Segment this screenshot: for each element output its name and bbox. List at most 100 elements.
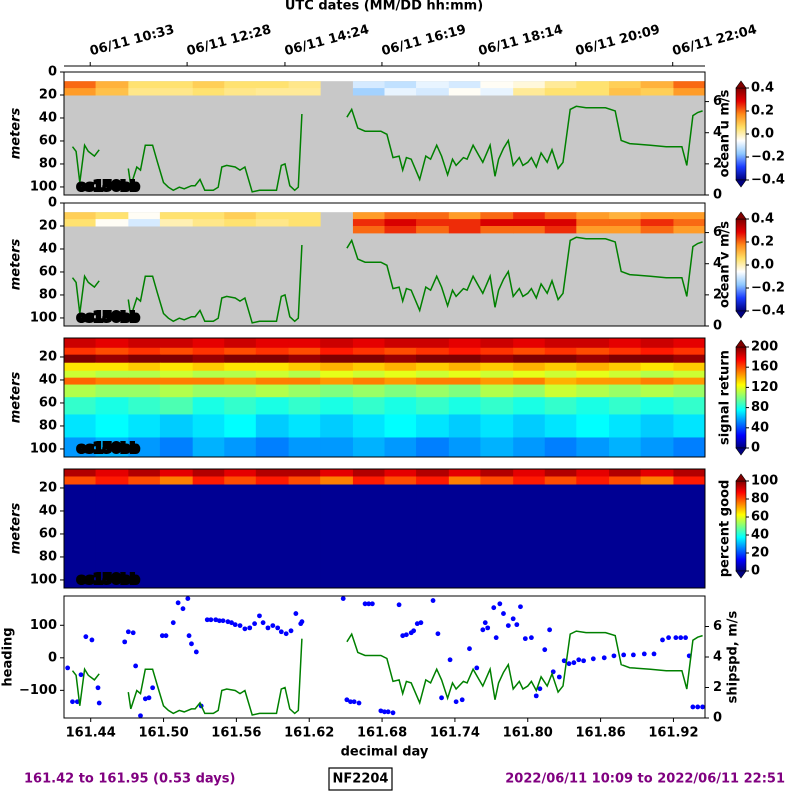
heading-point [528,635,534,641]
heatmap-cell [95,212,129,220]
y2-axis-label: shipspd, m/s [726,610,741,703]
heatmap-cell [288,414,321,438]
heatmap-cell [320,414,354,438]
heatmap-cell [192,437,225,457]
heatmap-cell [288,354,321,364]
heatmap-cell [352,338,385,349]
ship-speed-line [71,630,703,716]
heatmap-cell [64,397,97,415]
heading-point [439,695,444,701]
heading-point [630,652,636,658]
heatmap-cell [192,370,225,379]
heatmap-cell [128,212,161,220]
heatmap-cell [609,377,642,386]
heatmap-cell [673,397,705,415]
heatmap-cell [95,362,129,372]
plot-area [64,81,705,195]
heatmap-cell [384,338,417,349]
heatmap-cell [64,370,97,379]
y2-tick-label: 4 [713,650,722,665]
heatmap-cell [128,484,161,588]
heatmap-cell [384,219,417,227]
heatmap-cell [480,414,514,438]
heatmap-cell [513,347,546,356]
heatmap-cell [255,212,290,220]
heatmap-cell [673,437,705,457]
heatmap-cell [384,81,417,89]
heatmap-cell [576,469,610,477]
heatmap-cell [544,362,577,372]
heatmap-cell [640,88,674,96]
heatmap-cell [416,338,450,349]
heading-point [430,598,436,603]
colorbar-tick-label: 0.2 [751,235,774,250]
heatmap-cell [128,476,161,486]
heatmap-cell [544,212,577,220]
heading-point [385,709,391,715]
heatmap-cell [352,437,385,457]
heatmap-cell [224,354,257,364]
heatmap-cell [159,212,194,220]
heading-point [514,622,520,628]
heatmap-cell [288,384,321,398]
heatmap-cell [159,414,194,438]
heatmap-cell [640,81,674,89]
y-tick-label: 20 [39,87,57,102]
heatmap-cell [544,354,577,364]
heatmap-cell [64,88,97,96]
heading-point [170,620,176,626]
heatmap-cell [448,88,481,96]
heading-point [193,649,199,655]
heatmap-cell [159,484,194,588]
heatmap-cell [416,414,450,438]
y2-tick-label: 2 [713,156,722,171]
heading-point [283,631,289,637]
heatmap-cell [384,437,417,457]
heading-point [566,661,572,667]
heatmap-cell [64,469,97,477]
heading-point [142,696,148,702]
heading-point [611,653,617,659]
heatmap-cell [513,370,546,379]
colorbar-tick-label: 60 [751,510,769,525]
heading-point [576,657,582,663]
heading-point [482,620,488,626]
heatmap-cell [448,212,481,220]
cruise-box [328,767,393,791]
instrument-label: os150bb [77,573,139,588]
heatmap-cell [480,437,514,457]
heatmap-cell [640,338,674,349]
top-tick-label: 06/11 20:09 [574,22,662,59]
heatmap-cell [384,362,417,372]
heatmap-cell [576,377,610,386]
heatmap-cell [513,469,546,477]
y2-tick-label: 2 [713,680,722,695]
heatmap-cell [640,476,674,486]
heatmap-cell [128,370,161,379]
heading-point [180,606,186,612]
heading-point [247,625,253,631]
colorbar-extend-bottom [735,447,747,456]
heading-point [678,635,684,641]
heatmap-cell [416,437,450,457]
heatmap-cell [320,484,354,588]
heatmap-cell [673,338,705,349]
heatmap-cell [192,362,225,372]
heatmap-cell [192,476,225,486]
x-tick-label: 161.62 [284,726,334,741]
heatmap-cell [576,212,610,220]
heatmap-cell [352,219,385,227]
heatmap-cell [224,219,257,227]
heading-point [163,633,169,639]
heatmap-cell [416,219,450,227]
heatmap-cell [609,469,642,477]
heatmap-cell [576,354,610,364]
heatmap-cell [224,397,257,415]
heatmap-cell [288,338,321,349]
y-tick-label: 100 [30,572,57,587]
x-axis-label: decimal day [341,745,429,760]
heatmap-cell [128,219,161,227]
heading-point [204,617,210,623]
heatmap-cell [480,225,514,234]
heatmap-cell [255,484,290,588]
